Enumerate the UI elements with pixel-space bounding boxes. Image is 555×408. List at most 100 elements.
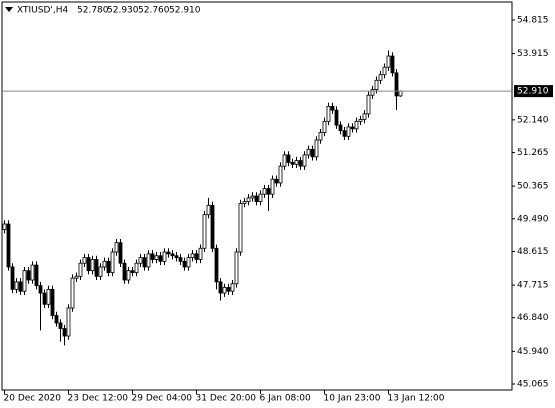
candle-body [54,315,59,324]
candle-body [166,251,171,255]
candle-body [262,188,267,195]
x-tick-label: 29 Dec 04:00 [132,394,193,404]
candle-body [58,322,63,329]
y-tick-label: 46.840 [517,313,549,323]
candle-body [350,126,355,130]
candle-body [34,264,39,287]
candle-body [246,197,251,203]
y-tick-label: 52.140 [517,115,549,125]
candle-body [346,126,351,137]
candle-body [378,74,383,81]
candle-body [270,178,275,195]
candle-body [82,257,87,264]
candle-body [278,165,283,184]
candle-body [258,193,263,203]
candle-body [214,247,219,283]
candle-body [370,89,375,96]
candle-body [182,260,187,268]
plot-frame [1,1,513,391]
candle-body [318,132,323,141]
candle-body [14,281,19,290]
candle-body [158,255,163,262]
candle-body [330,106,335,111]
candle-body [102,260,107,268]
candle-body [74,275,79,279]
menu-arrow [5,7,13,12]
candle-body [210,204,215,249]
candle-body [150,253,155,260]
candle-body [130,270,135,273]
x-tick-label: 13 Jan 12:00 [388,394,445,404]
candle-body [154,255,159,260]
y-tick-label: 50.365 [517,182,549,192]
y-tick-label: 53.915 [517,49,549,59]
candle-body [334,109,339,126]
candle-body [106,260,111,273]
x-tick-label: 31 Dec 20:00 [196,394,257,404]
candle-body [122,262,127,281]
candle-body [2,223,7,231]
candle-body [338,124,343,132]
y-tick-label: 49.490 [517,214,549,224]
candle-body [70,277,75,309]
ohlc-low: 52.760 [138,6,170,16]
candle-body [250,195,255,199]
candle-body [326,106,331,122]
candle-body [290,162,295,165]
candle-body [226,287,231,292]
candle-body [30,264,35,281]
candle-body [170,253,175,257]
candle-body [126,270,131,281]
candle-body [206,204,211,216]
candle-body [366,94,371,115]
candle-body [342,130,347,137]
candle-body [390,55,395,74]
y-tick-label: 54.815 [517,15,549,25]
candle-body [178,257,183,262]
x-tick-label: 6 Jan 08:00 [260,394,312,404]
y-tick-label: 47.715 [517,281,549,291]
candle-body [78,262,83,277]
candle-body [26,270,31,281]
x-tick-label: 10 Jan 23:00 [324,394,381,404]
candle-body [146,253,151,268]
candle-body [6,223,11,268]
ohlc-close: 52.910 [169,6,201,16]
candle-body [354,120,359,130]
candle-body [46,288,51,305]
candle-body [162,251,167,262]
symbol-label: XTIUSD',H4 [17,6,68,16]
candle-body [242,201,247,204]
price-label-box [514,85,553,98]
candle-body [198,247,203,260]
y-tick-label: 51.265 [517,148,549,158]
candle-body [18,281,23,292]
candle-body [194,253,199,260]
candle-body [50,288,55,316]
candle-body [66,307,71,337]
candle-body [38,285,43,294]
candle-body [202,214,207,249]
candle-body [94,259,99,277]
candle-body [322,120,327,133]
candle-body [358,119,363,122]
y-tick-label: 45.940 [517,347,549,357]
candle-body [62,328,67,337]
candle-body [218,281,223,294]
candle-body [302,154,307,167]
candle-body [398,90,403,97]
candle-body [118,242,123,264]
candle-body [134,262,139,273]
candle-body [394,72,399,97]
x-tick-label: 23 Dec 12:00 [68,394,129,404]
candle-body [282,154,287,167]
candle-body [382,66,387,76]
candle-body [98,266,103,277]
candle-body [10,266,15,290]
candle-body [114,242,119,253]
candle-body [314,139,319,158]
candle-body [222,287,227,294]
candle-body [190,253,195,259]
